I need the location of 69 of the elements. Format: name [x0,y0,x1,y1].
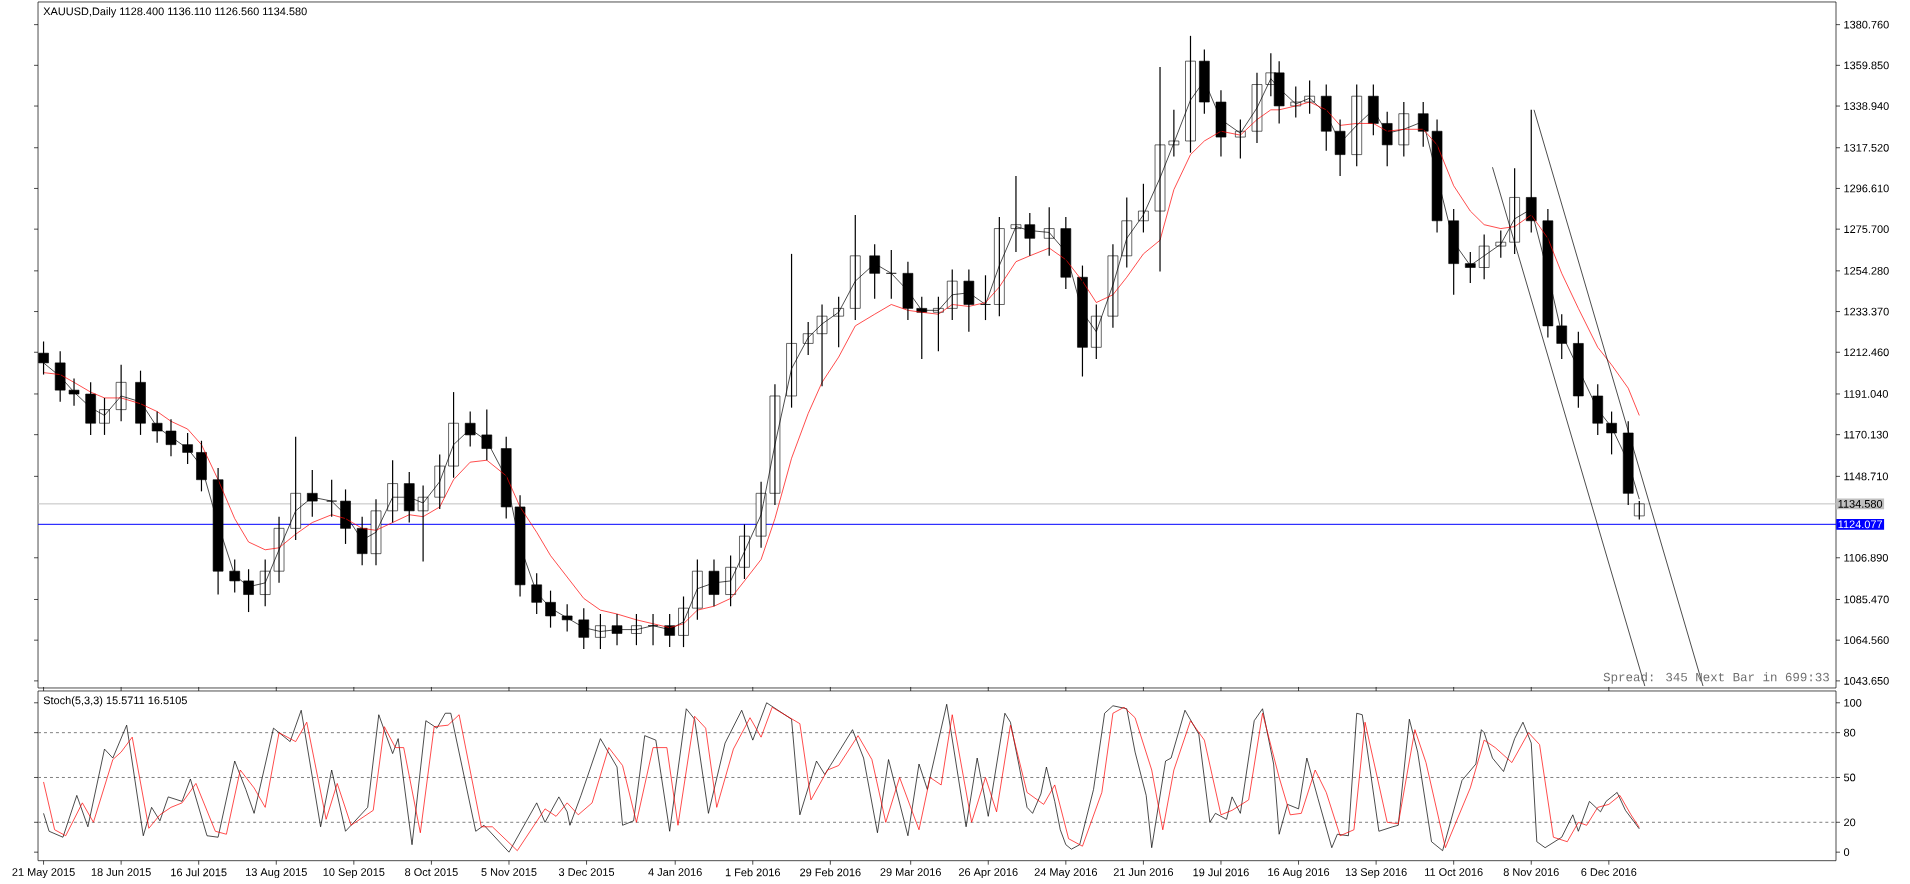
candlestick [531,572,542,615]
x-tick-label: 18 Jun 2015 [91,868,151,876]
candlestick [243,568,254,613]
candlestick [963,268,975,333]
candlestick [403,471,415,524]
candlestick [229,558,240,594]
x-tick-label: 3 Dec 2015 [558,868,615,876]
y-tick-label: 1064.560 [1844,636,1889,645]
x-tick-label: 29 Feb 2016 [800,868,861,877]
y-tick-label: 1085.470 [1844,595,1889,604]
candlestick [1024,212,1036,257]
candlestick [1634,500,1645,521]
x-tick-label: 16 Aug 2016 [1268,868,1330,879]
candlestick [448,391,459,479]
chart-title: XAUUSD,Daily 1128.400 1136.110 1126.560 1134.580 [43,7,307,18]
y-tick-label: 1296.610 [1844,184,1889,193]
candlestick [869,243,880,300]
y-tick-label: 1359.850 [1844,61,1889,70]
x-tick-label: 8 Oct 2015 [405,868,458,876]
candlestick [708,558,720,607]
candlestick [1592,383,1604,436]
ref-line-label: 1124.077 [1838,520,1883,529]
ref-line-label: 1134.580 [1838,500,1883,508]
candlestick [1573,331,1584,409]
x-tick-label: 10 Sep 2015 [323,868,385,879]
x-tick-label: 24 May 2016 [1034,868,1098,879]
x-tick-label: 4 Jan 2016 [648,868,702,876]
x-tick-label: 5 Nov 2015 [481,868,537,876]
y-tick-label: 1191.040 [1844,390,1888,398]
x-tick-label: 16 Jul 2015 [171,868,227,877]
candlestick [769,383,781,506]
x-tick-label: 6 Dec 2016 [1581,868,1637,876]
y-tick-label: 0 [1843,848,1850,857]
candlestick [1168,109,1180,158]
x-tick-label: 21 May 2015 [12,868,75,879]
y-tick-label: 1106.890 [1844,553,1888,562]
y-tick-label: 1233.370 [1844,307,1889,316]
y-tick-label: 1148.710 [1844,472,1888,481]
candlestick [850,214,861,321]
candlestick [1351,83,1363,167]
candlestick [1398,101,1410,158]
y-tick-label: 1212.460 [1844,348,1889,357]
x-tick-label: 13 Aug 2015 [246,868,307,879]
y-tick-label: 100 [1844,698,1862,707]
x-tick-label: 29 Mar 2016 [880,868,941,876]
y-tick-label: 1170.130 [1844,430,1888,439]
y-tick-label: 1254.280 [1844,266,1889,275]
y-tick-label: 1380.760 [1844,20,1889,29]
x-tick-label: 8 Nov 2016 [1503,868,1559,876]
candlestick [1478,233,1490,280]
y-tick-label: 1317.520 [1844,143,1889,152]
x-tick-label: 21 Jun 2016 [1113,868,1174,876]
x-tick-label: 1 Feb 2016 [725,868,780,877]
y-tick-label: 80 [1843,728,1856,737]
chart-title: Stoch(5,3,3) 15.5711 16.5105 [43,696,187,707]
candlestick [85,381,96,436]
candlestick [68,377,80,407]
x-tick-label: 19 Jul 2016 [1193,868,1249,877]
candlestick [980,274,991,321]
y-tick-label: 50 [1843,773,1856,782]
y-tick-label: 1275.700 [1844,225,1889,234]
y-tick-label: 1338.940 [1844,102,1889,110]
candlestick [886,249,897,300]
x-tick-label: 11 Oct 2016 [1425,868,1483,876]
y-tick-label: 1043.650 [1844,677,1889,685]
candlestick [326,479,337,518]
x-tick-label: 13 Sep 2016 [1345,868,1407,879]
y-tick-label: 20 [1844,818,1856,827]
x-tick-label: 26 Apr 2016 [958,868,1018,879]
